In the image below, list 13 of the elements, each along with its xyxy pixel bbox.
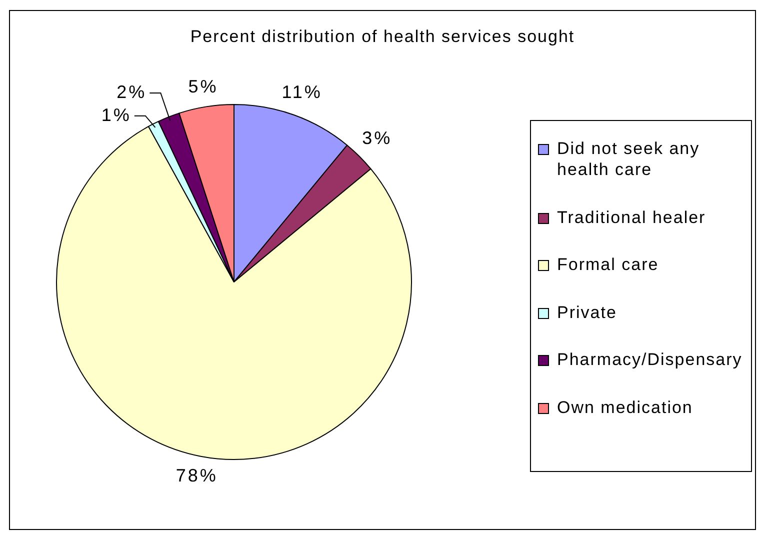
legend-label: Private bbox=[557, 302, 617, 323]
data-label: 2% bbox=[116, 82, 147, 102]
legend-label: Formal care bbox=[557, 254, 659, 276]
legend-label: Own medication bbox=[557, 396, 693, 418]
legend-label: Pharmacy/Dispensary bbox=[557, 349, 742, 370]
data-label: 1% bbox=[101, 104, 132, 125]
data-label: 5% bbox=[188, 76, 218, 97]
legend-label: Traditional healer bbox=[557, 206, 706, 228]
data-label: 11% bbox=[282, 82, 322, 102]
chart-title: Percent distribution of health services sought bbox=[189, 27, 576, 47]
legend-label: Did not seek any health care bbox=[557, 138, 701, 180]
data-label: 78% bbox=[176, 466, 218, 486]
data-label: 3% bbox=[362, 128, 392, 148]
